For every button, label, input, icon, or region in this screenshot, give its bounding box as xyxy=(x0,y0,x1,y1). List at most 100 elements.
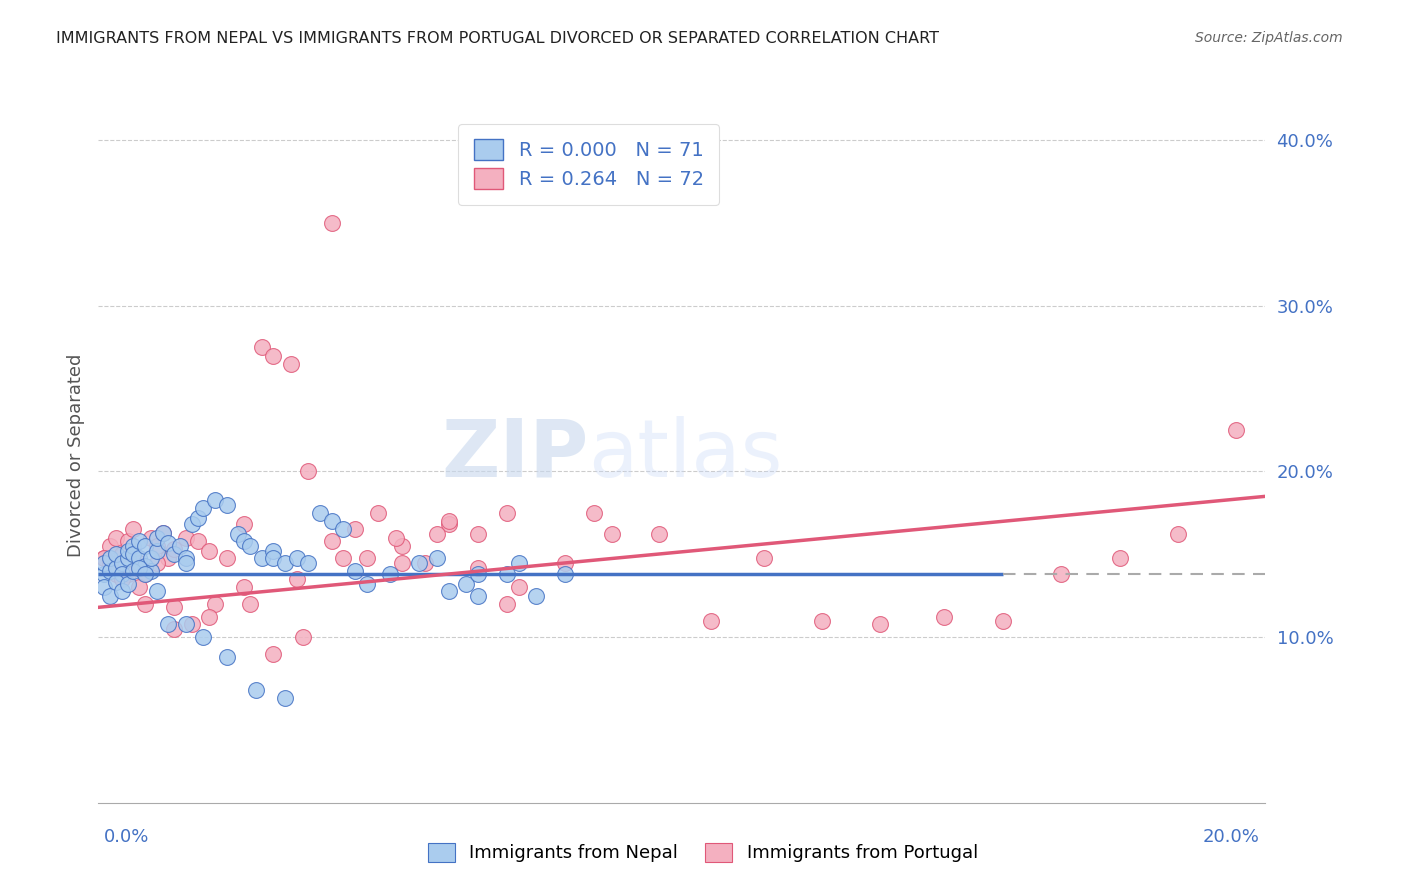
Point xyxy=(134,567,156,582)
Text: 20.0%: 20.0% xyxy=(1204,828,1260,846)
Point xyxy=(134,597,156,611)
Point xyxy=(285,550,308,565)
Point xyxy=(146,531,169,545)
Y-axis label: Divorced or Separated: Divorced or Separated xyxy=(66,353,84,557)
Point xyxy=(180,616,202,631)
Point xyxy=(280,357,302,371)
Point xyxy=(157,535,180,549)
Point xyxy=(122,523,145,537)
Point xyxy=(554,567,576,582)
Point xyxy=(139,550,162,565)
Point xyxy=(262,550,284,565)
Point xyxy=(104,531,127,545)
Point xyxy=(174,616,197,631)
Point xyxy=(163,542,186,557)
Point xyxy=(193,630,215,644)
Point xyxy=(215,498,238,512)
Point xyxy=(467,560,489,574)
Point xyxy=(344,564,367,578)
Point xyxy=(321,216,343,230)
Point xyxy=(215,550,238,565)
Point xyxy=(139,531,162,545)
Point xyxy=(104,560,127,574)
Point xyxy=(1050,567,1073,582)
Point xyxy=(128,560,150,574)
Point xyxy=(98,589,121,603)
Point xyxy=(163,547,186,561)
Point xyxy=(297,556,319,570)
Point xyxy=(134,558,156,573)
Point xyxy=(245,683,267,698)
Point xyxy=(426,550,449,565)
Point xyxy=(391,556,413,570)
Point xyxy=(385,531,408,545)
Point xyxy=(309,506,332,520)
Point xyxy=(98,539,121,553)
Point xyxy=(104,575,127,590)
Point xyxy=(454,577,477,591)
Point xyxy=(122,547,145,561)
Point xyxy=(134,567,156,582)
Point xyxy=(408,556,430,570)
Point xyxy=(93,550,115,565)
Point xyxy=(508,581,530,595)
Point xyxy=(204,597,226,611)
Point xyxy=(117,550,139,565)
Text: ZIP: ZIP xyxy=(441,416,589,494)
Point xyxy=(600,527,623,541)
Point xyxy=(467,527,489,541)
Point xyxy=(508,556,530,570)
Point xyxy=(152,525,174,540)
Point xyxy=(250,340,273,354)
Point xyxy=(356,577,378,591)
Point xyxy=(93,581,115,595)
Point xyxy=(187,534,209,549)
Point xyxy=(332,523,354,537)
Point xyxy=(583,506,606,520)
Point xyxy=(152,525,174,540)
Point xyxy=(157,616,180,631)
Point xyxy=(496,567,519,582)
Point xyxy=(285,572,308,586)
Text: atlas: atlas xyxy=(589,416,783,494)
Point xyxy=(262,544,284,558)
Point xyxy=(174,556,197,570)
Point xyxy=(98,556,121,570)
Point xyxy=(262,349,284,363)
Point xyxy=(174,550,197,565)
Point xyxy=(187,511,209,525)
Point xyxy=(204,492,226,507)
Point xyxy=(104,547,127,561)
Point xyxy=(233,581,256,595)
Point xyxy=(291,630,314,644)
Point xyxy=(104,567,127,582)
Point xyxy=(380,567,402,582)
Point xyxy=(356,550,378,565)
Point xyxy=(111,583,134,598)
Point xyxy=(524,589,547,603)
Point xyxy=(174,531,197,545)
Point xyxy=(233,534,256,549)
Point xyxy=(274,556,297,570)
Point xyxy=(391,539,413,553)
Legend: R = 0.000   N = 71, R = 0.264   N = 72: R = 0.000 N = 71, R = 0.264 N = 72 xyxy=(458,124,720,205)
Point xyxy=(93,567,115,582)
Point xyxy=(117,544,139,558)
Point xyxy=(239,597,262,611)
Point xyxy=(111,572,134,586)
Point xyxy=(321,534,343,549)
Point xyxy=(437,517,460,532)
Point xyxy=(139,564,162,578)
Point xyxy=(233,517,256,532)
Point xyxy=(262,647,284,661)
Point xyxy=(146,583,169,598)
Point xyxy=(413,556,436,570)
Point xyxy=(146,539,169,553)
Point xyxy=(274,691,297,706)
Point xyxy=(198,610,221,624)
Point xyxy=(1108,550,1130,565)
Point xyxy=(215,650,238,665)
Point xyxy=(437,514,460,528)
Point xyxy=(117,534,139,549)
Point xyxy=(93,550,115,565)
